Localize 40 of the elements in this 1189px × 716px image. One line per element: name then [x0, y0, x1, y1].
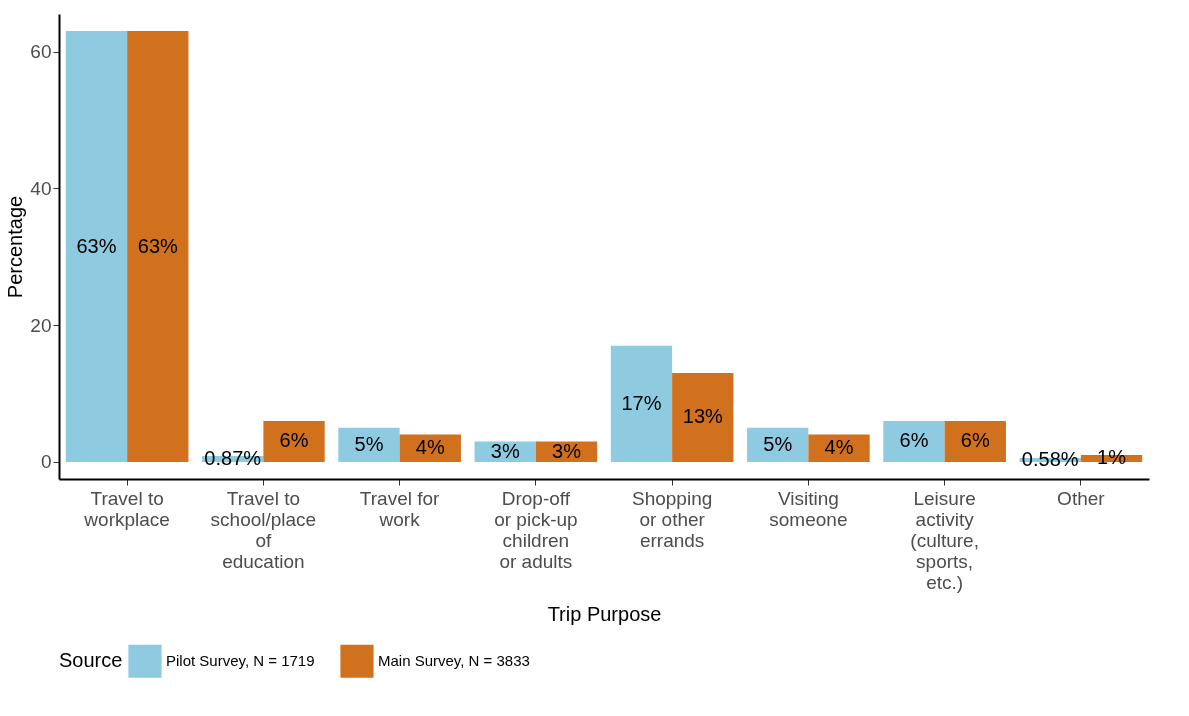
bar — [338, 427, 400, 462]
x-tick-label: Leisure activity (culture, sports, etc.) — [910, 487, 979, 593]
x-tick-label: Other — [1057, 487, 1106, 509]
data-label: 0.58% — [1021, 447, 1079, 470]
data-label: 3% — [490, 439, 520, 462]
data-label: 4% — [415, 436, 445, 459]
data-label: 13% — [682, 405, 724, 428]
y-axis-title: Percentage — [4, 195, 27, 299]
data-label: 63% — [76, 234, 117, 257]
x-axis-title: Trip Purpose — [547, 602, 662, 625]
bar — [610, 345, 673, 462]
data-label: 3% — [552, 439, 582, 462]
bar — [65, 31, 128, 462]
data-label: 17% — [621, 391, 662, 414]
data-label: 5% — [763, 432, 793, 455]
legend-title: Source — [59, 649, 123, 671]
x-tick-label: Travel to workplace — [83, 487, 170, 530]
y-tick-label: 0 — [40, 451, 52, 473]
bar — [127, 31, 189, 462]
x-tick-label: Drop-off or pick-up children or adults — [494, 487, 578, 572]
x-tick-label: Visiting someone — [769, 487, 848, 530]
legend-label: Main Survey, N = 3833 — [378, 652, 530, 670]
data-label: 6% — [279, 429, 309, 452]
bar — [672, 373, 734, 462]
y-tick-label: 60 — [30, 41, 52, 63]
x-tick-label: Travel for work — [359, 487, 441, 530]
bar — [263, 420, 325, 462]
bar — [883, 420, 945, 462]
x-tick-label: Shopping or other errands — [631, 487, 713, 551]
data-label: 6% — [899, 429, 929, 452]
data-label: 6% — [960, 429, 990, 452]
y-tick-label: 40 — [30, 177, 52, 199]
data-label: 4% — [824, 436, 854, 459]
y-tick-label: 20 — [30, 314, 52, 336]
data-label: 0.87% — [204, 446, 262, 469]
data-label: 5% — [354, 432, 384, 455]
bar — [944, 420, 1006, 462]
data-label: 63% — [137, 234, 179, 257]
legend-label: Pilot Survey, N = 1719 — [166, 652, 315, 670]
x-tick-label: Travel to school/place of education — [210, 487, 317, 572]
